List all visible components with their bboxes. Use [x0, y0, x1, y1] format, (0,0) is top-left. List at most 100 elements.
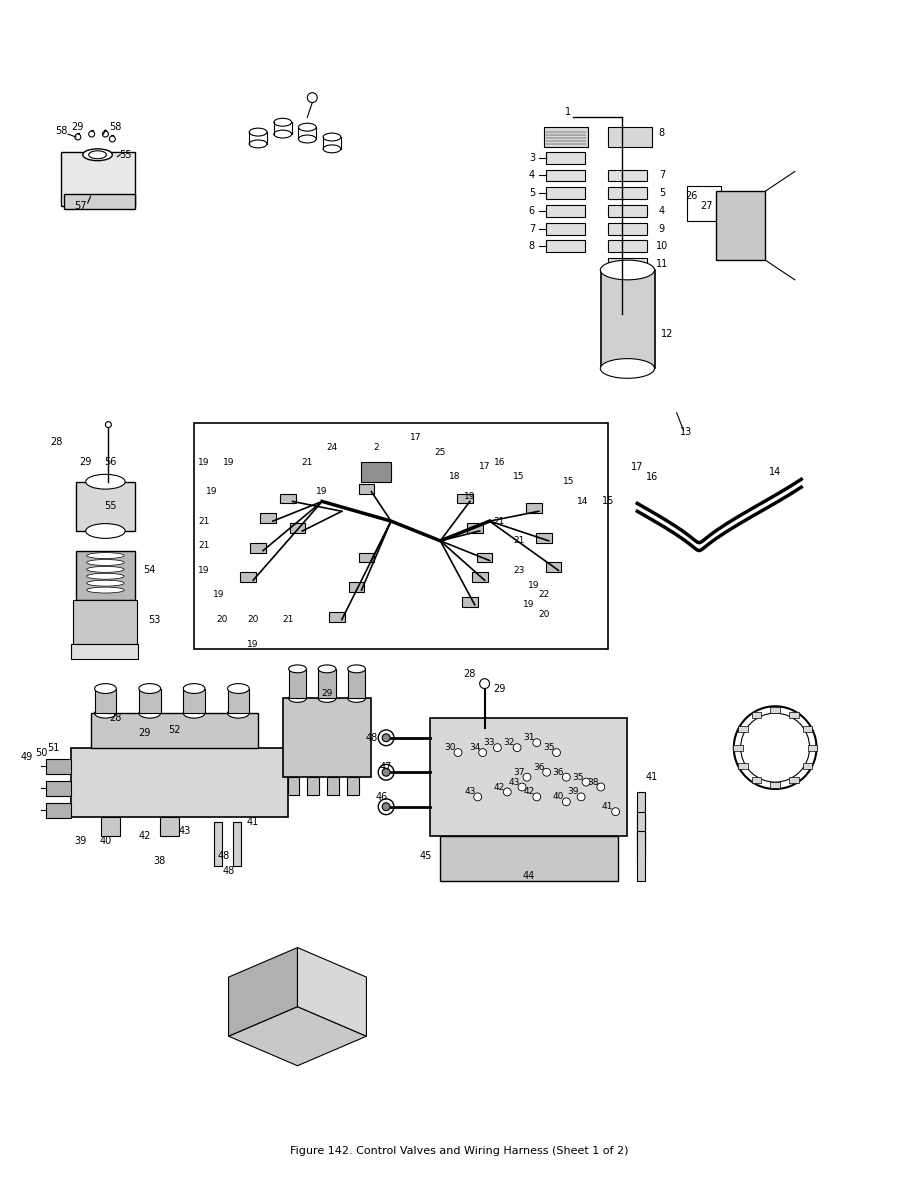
Text: 5: 5: [529, 188, 535, 198]
Text: 35: 35: [543, 744, 554, 752]
Text: 46: 46: [375, 792, 387, 802]
Text: 20: 20: [248, 615, 259, 624]
Bar: [457, 493, 473, 504]
Ellipse shape: [274, 131, 292, 138]
Ellipse shape: [95, 683, 117, 694]
Bar: [91, 713, 258, 747]
Text: 42: 42: [494, 783, 505, 791]
Ellipse shape: [319, 665, 336, 672]
Bar: [241, 573, 256, 582]
Text: 1: 1: [565, 107, 571, 118]
Circle shape: [378, 798, 394, 815]
Circle shape: [378, 729, 394, 746]
Ellipse shape: [249, 128, 267, 137]
Text: 32: 32: [504, 738, 515, 747]
Circle shape: [382, 769, 390, 776]
Circle shape: [532, 792, 541, 801]
Text: 18: 18: [449, 473, 461, 481]
Bar: [362, 462, 391, 481]
Text: 43: 43: [178, 827, 190, 836]
Bar: [608, 170, 647, 182]
Text: 11: 11: [655, 259, 668, 268]
Ellipse shape: [86, 574, 124, 580]
Circle shape: [89, 131, 95, 137]
Ellipse shape: [323, 133, 341, 141]
Bar: [100, 816, 120, 836]
Text: 21: 21: [198, 517, 209, 525]
Bar: [76, 481, 135, 531]
Text: 23: 23: [513, 565, 525, 575]
Bar: [545, 152, 585, 164]
Text: 19: 19: [213, 590, 224, 600]
Text: 36: 36: [553, 767, 565, 777]
Bar: [288, 669, 307, 699]
Bar: [260, 513, 275, 523]
Text: 30: 30: [444, 744, 456, 752]
Ellipse shape: [323, 145, 341, 153]
Circle shape: [582, 778, 590, 786]
Bar: [545, 240, 585, 252]
Text: 51: 51: [47, 742, 60, 753]
Text: 14: 14: [577, 497, 588, 506]
Ellipse shape: [184, 708, 205, 718]
Text: 39: 39: [74, 836, 87, 846]
Bar: [462, 596, 477, 607]
Bar: [716, 191, 766, 260]
Bar: [359, 484, 375, 493]
Bar: [441, 836, 618, 880]
Circle shape: [308, 93, 318, 102]
Text: 55: 55: [104, 501, 117, 511]
Bar: [329, 612, 345, 621]
Ellipse shape: [298, 124, 316, 131]
Text: 24: 24: [326, 443, 338, 451]
Bar: [802, 764, 812, 770]
Text: 25: 25: [434, 448, 446, 456]
Text: 43: 43: [465, 788, 476, 796]
Text: 17: 17: [479, 462, 490, 472]
Ellipse shape: [298, 135, 316, 143]
Bar: [637, 832, 645, 880]
Bar: [687, 187, 721, 221]
Text: 19: 19: [465, 492, 476, 501]
Circle shape: [378, 764, 394, 781]
Text: 43: 43: [509, 778, 520, 786]
Text: 5: 5: [659, 188, 665, 198]
Bar: [289, 523, 306, 533]
Text: 29: 29: [493, 683, 506, 694]
Bar: [214, 822, 221, 866]
Bar: [233, 822, 241, 866]
Ellipse shape: [86, 587, 124, 593]
Text: 4: 4: [529, 170, 535, 181]
Circle shape: [733, 707, 816, 789]
Ellipse shape: [95, 708, 117, 718]
Text: 15: 15: [563, 478, 574, 486]
Polygon shape: [229, 1006, 366, 1066]
Bar: [545, 222, 585, 234]
Text: 40: 40: [553, 792, 565, 802]
Bar: [228, 689, 249, 713]
Text: 27: 27: [700, 201, 712, 211]
Bar: [283, 699, 372, 777]
Circle shape: [503, 788, 511, 796]
Ellipse shape: [600, 260, 655, 280]
Bar: [349, 582, 364, 592]
Text: 38: 38: [588, 778, 599, 786]
Bar: [62, 152, 135, 206]
Ellipse shape: [86, 552, 124, 558]
Text: 8: 8: [659, 128, 665, 138]
Bar: [738, 726, 747, 732]
Bar: [476, 552, 492, 562]
Text: 14: 14: [769, 467, 781, 476]
Text: 12: 12: [661, 329, 673, 339]
Bar: [359, 552, 375, 562]
Circle shape: [563, 798, 570, 805]
Circle shape: [382, 734, 390, 741]
Text: 48: 48: [365, 733, 377, 742]
Circle shape: [454, 748, 462, 757]
Text: 16: 16: [494, 457, 505, 467]
Text: 26: 26: [685, 191, 698, 201]
Circle shape: [611, 808, 620, 816]
Text: 35: 35: [573, 772, 584, 782]
Circle shape: [103, 131, 108, 137]
Bar: [526, 504, 542, 513]
